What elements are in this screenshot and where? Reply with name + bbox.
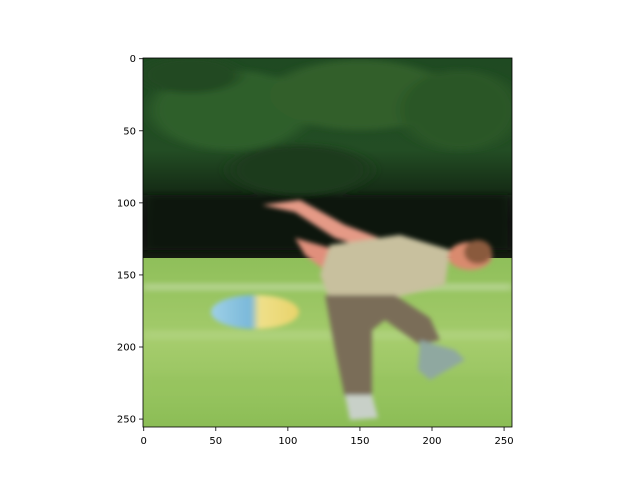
axes-frame (142, 57, 513, 428)
x-tick-label: 200 (422, 436, 441, 447)
x-tick-label: 50 (209, 436, 222, 447)
person (262, 200, 492, 420)
y-tick-label: 50 (123, 126, 136, 137)
y-tick-label: 150 (117, 270, 136, 281)
y-tick-label: 0 (130, 54, 136, 65)
y-axis: 0 50 100 150 200 250 (117, 54, 143, 426)
x-tick-label: 0 (141, 436, 147, 447)
person-shirt (320, 235, 450, 300)
frisbee (211, 295, 299, 329)
person-arm-upper (262, 200, 385, 252)
foliage-blob (143, 58, 240, 93)
grass-stripe (143, 375, 512, 395)
foliage-blob (230, 145, 370, 195)
photo (143, 58, 512, 427)
x-axis: 0 50 100 150 200 250 (141, 427, 514, 447)
person-leg-back (418, 340, 465, 380)
grass-stripe (143, 330, 512, 340)
y-tick-label: 200 (117, 343, 136, 354)
foliage-blob (400, 70, 512, 150)
person-shoe-front (345, 395, 378, 420)
x-tick-label: 100 (278, 436, 297, 447)
y-tick-label: 100 (117, 198, 136, 209)
x-tick-label: 150 (350, 436, 369, 447)
x-tick-label: 250 (495, 436, 514, 447)
y-tick-label: 250 (117, 415, 136, 426)
person-hair (464, 240, 492, 264)
person-pants (325, 295, 440, 398)
